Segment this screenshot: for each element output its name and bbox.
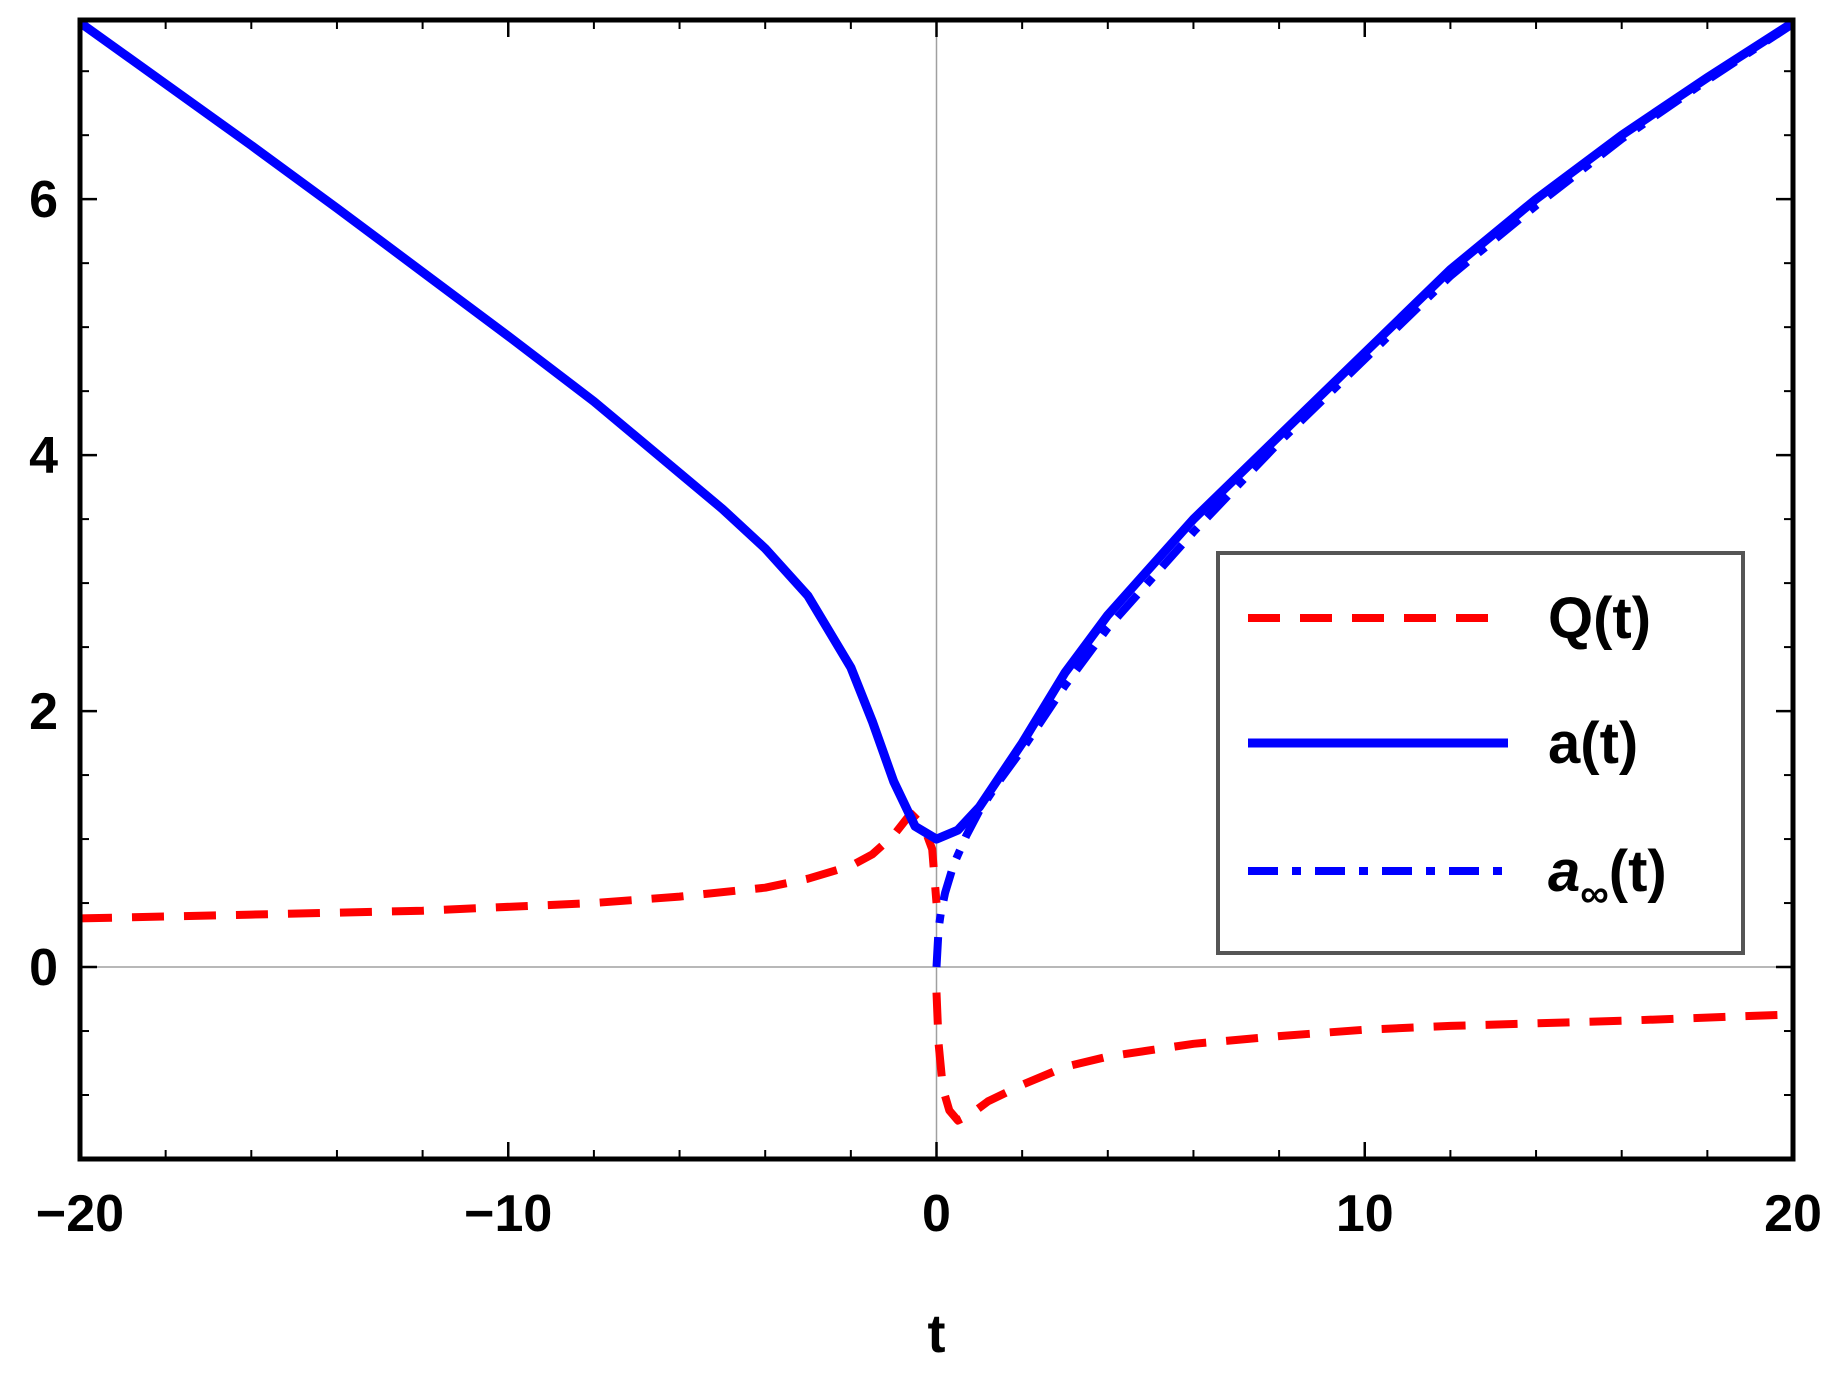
legend-label-a-infinity-sub: ∞	[1580, 872, 1609, 916]
series-line-3	[932, 20, 1796, 968]
legend-label-a-infinity-suffix: (t)	[1609, 839, 1667, 904]
y-tick-label: 2	[29, 683, 58, 741]
y-tick-label: 6	[29, 171, 58, 229]
zero-lines	[80, 20, 1793, 1159]
plot-frame	[77, 17, 1796, 1162]
legend-label-a-infinity-main: a	[1548, 839, 1580, 904]
series-line-0	[79, 809, 941, 923]
x-tick-label: −10	[464, 1185, 552, 1243]
x-tick-label: 0	[922, 1185, 951, 1243]
legend-label-q: Q(t)	[1548, 586, 1651, 651]
legend: Q(t) a(t) a∞(t)	[1216, 551, 1745, 955]
legend-label-a: a(t)	[1548, 711, 1638, 776]
y-tick-label: 0	[29, 939, 58, 997]
series-line-1	[932, 992, 1794, 1125]
series-layer	[77, 18, 1796, 1125]
legend-label-a-main: a(t)	[1548, 711, 1638, 776]
x-tick-label: 20	[1764, 1185, 1822, 1243]
x-tick-label: 10	[1336, 1185, 1394, 1243]
legend-label-q-main: Q(t)	[1548, 586, 1651, 651]
legend-label-a-infinity: a∞(t)	[1548, 839, 1667, 916]
x-tick-label: −20	[36, 1185, 124, 1243]
x-tick-labels: −20 −10 0 10 20	[36, 1185, 1822, 1243]
y-tick-label: 4	[29, 427, 58, 485]
series-line-2	[77, 18, 1796, 844]
y-tick-labels: 0 2 4 6	[29, 171, 58, 997]
x-axis-title: t	[928, 1304, 946, 1364]
